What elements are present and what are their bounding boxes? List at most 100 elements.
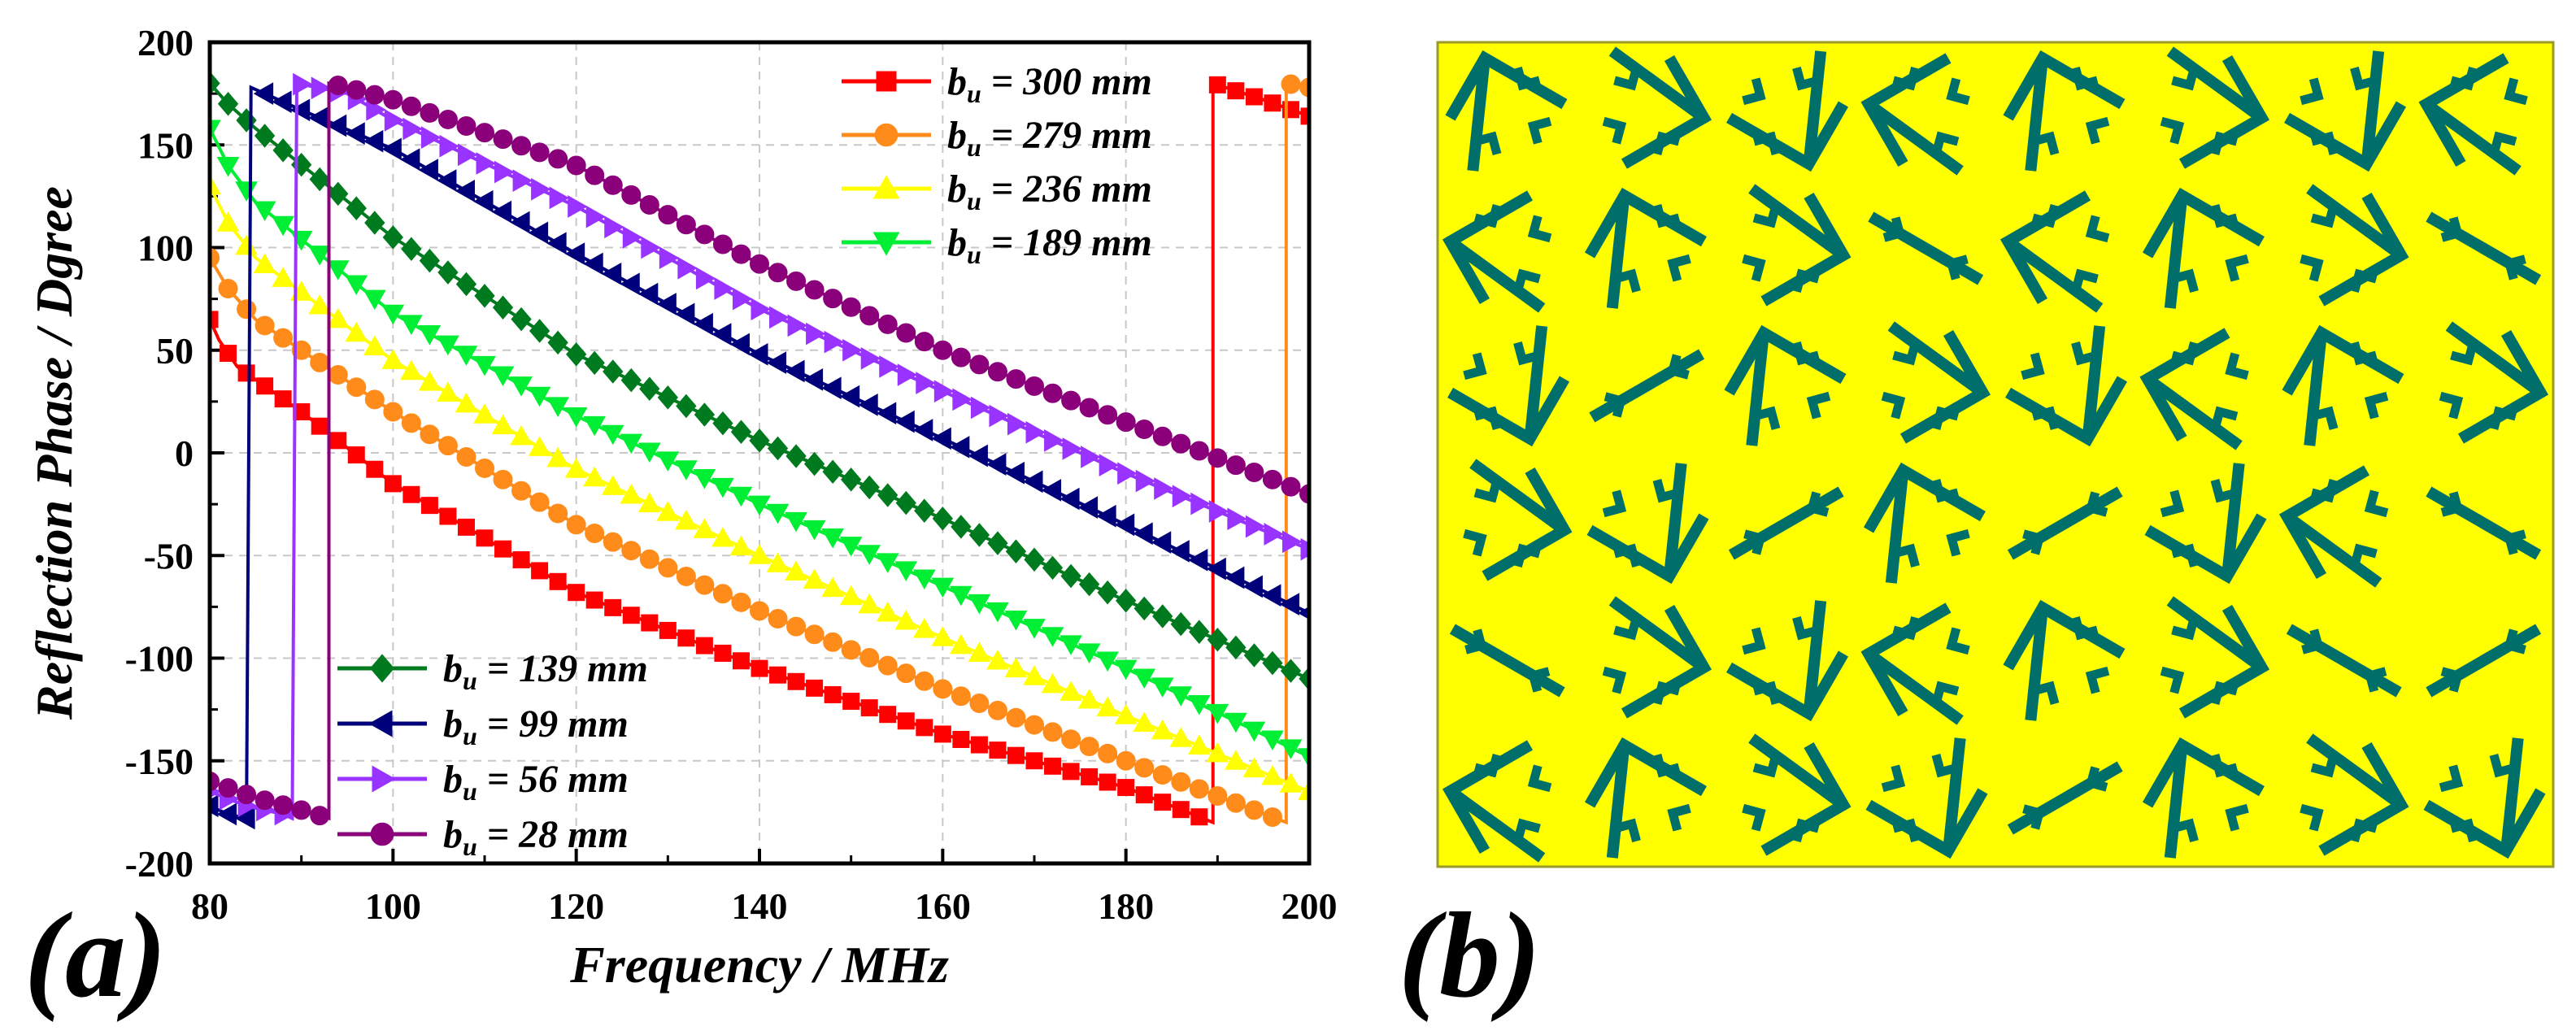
data-point [694,575,715,595]
data-point [1169,727,1193,747]
corner-bracket [2171,818,2199,843]
data-point [308,294,332,315]
legend-item: bu = 99 mm [337,702,629,750]
chevron-arm [1621,604,1712,719]
corner-bracket [2225,254,2249,282]
data-point [1225,793,1246,813]
data-point [912,618,936,638]
chevron-arm [1442,740,1534,855]
diagonal-arm [2221,463,2245,577]
data-point [439,134,459,158]
data-point [309,167,330,192]
data-point [420,126,442,150]
unit-cell-arrow [1586,463,1709,585]
unit-cell-arrow [1602,46,1712,169]
data-point [674,302,695,326]
y-tick-label: -150 [125,741,194,782]
data-point [750,601,769,621]
data-point [1041,672,1064,694]
data-point [547,330,568,355]
legend-label: bu = 189 mm [947,221,1152,269]
data-point [1225,750,1247,770]
corner-bracket [2364,391,2389,420]
x-tick-label: 180 [1098,885,1154,927]
corner-bracket [2300,254,2324,282]
data-point [564,458,588,478]
unit-cell-arrow [1584,737,1707,859]
chevron-arm [2003,50,2126,121]
data-point [839,585,863,606]
corner-bracket [2031,681,2060,706]
data-point [695,267,716,290]
data-point [1244,800,1264,820]
data-point [1098,405,1118,425]
data-point [585,205,607,228]
corner-bracket [1946,77,1970,106]
chevron-arm [2318,192,2409,307]
data-point [566,515,586,535]
chevron-arm [2178,604,2270,719]
data-point [711,527,734,547]
data-point [621,185,642,205]
data-point [601,424,624,446]
data-point [860,699,878,717]
data-point [731,244,751,264]
data-point [968,444,988,467]
corner-bracket [2171,615,2199,641]
unit-cell-arrow [1445,50,1568,172]
data-point [676,215,696,235]
corner-bracket [1882,216,1906,242]
data-point [1187,695,1211,715]
data-point [877,655,898,676]
data-point [401,413,421,433]
corner-bracket [2085,215,2110,243]
unit-cell-slash [1589,349,1705,423]
data-point [494,160,515,184]
data-point [274,390,292,408]
data-point [731,592,751,612]
corner-bracket [1892,341,1920,366]
unit-cell-arrow [1742,184,1852,307]
corner-bracket [1792,615,1820,641]
diagonal-arm [2004,237,2104,313]
data-point [273,328,294,348]
data-point [933,380,955,403]
data-point [566,155,586,176]
data-point [1280,659,1302,683]
corner-bracket [2310,753,2339,778]
data-point [1081,446,1101,468]
corner-bracket [1602,666,1627,694]
legend-item: bu = 189 mm [842,221,1152,269]
data-point [1189,441,1209,461]
data-point [675,509,698,530]
diagonal-bar [1728,486,1844,560]
data-point [1042,383,1063,403]
unit-cell-slash [2286,624,2402,698]
corner-bracket [2350,341,2378,366]
diagonal-arm [2082,325,2106,440]
data-point [420,497,438,515]
data-point [456,116,476,137]
data-point [583,252,603,276]
data-point [1151,719,1174,740]
data-point [583,466,607,487]
unit-cell-arrow [2003,599,2126,721]
data-point [255,315,275,336]
legend-item: bu = 236 mm [842,167,1152,215]
data-point [858,593,881,614]
corner-bracket [2440,216,2464,242]
data-point [637,282,659,306]
data-point [1007,746,1025,764]
data-point [970,396,991,420]
corner-bracket [2171,341,2199,366]
data-point [311,76,332,100]
data-point [272,90,292,114]
data-point [693,518,716,538]
data-point [676,567,696,587]
chevron-arm [1899,329,1991,444]
corner-bracket [1527,116,1552,145]
chevron-arm [1860,602,1952,717]
data-point [601,475,624,495]
data-point [989,741,1007,759]
data-point [841,640,861,660]
